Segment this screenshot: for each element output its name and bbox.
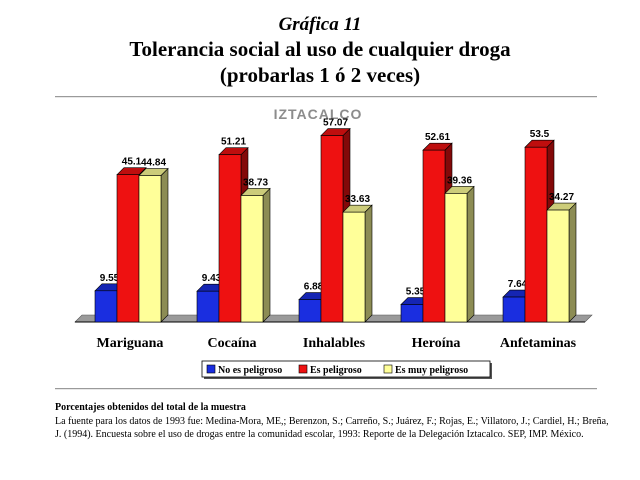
bar-side	[160, 167, 169, 323]
data-label: 44.84	[141, 158, 166, 169]
category-label: Anfetaminas	[500, 336, 577, 351]
chart-heading: Gráfica 11 Tolerancia social al uso de c…	[0, 14, 640, 88]
source-note-heading: Porcentajes obtenidos del total de la mu…	[55, 402, 246, 413]
legend-label: No es peligroso	[218, 365, 282, 376]
bar	[524, 146, 548, 323]
bar	[196, 290, 220, 323]
legend-swatch	[298, 364, 308, 374]
bar	[320, 135, 344, 323]
category-label: Heroína	[412, 336, 461, 351]
legend-label: Es peligroso	[310, 365, 362, 376]
bar	[444, 193, 468, 323]
data-label: 52.61	[425, 132, 450, 143]
bar-side	[364, 204, 373, 323]
data-label: 57.07	[323, 118, 348, 129]
data-label: 6.88	[304, 282, 324, 293]
chart-title-line-2: (probarlas 1 ó 2 veces)	[219, 63, 421, 87]
bar	[342, 211, 366, 323]
bar	[502, 296, 526, 323]
legend-box	[201, 360, 491, 378]
bar	[400, 304, 424, 323]
data-label: 9.55	[100, 273, 120, 284]
top-divider	[55, 96, 597, 98]
bar	[422, 149, 446, 323]
data-label: 39.36	[447, 175, 472, 186]
bar	[546, 209, 570, 323]
category-label: Cocaína	[208, 336, 257, 351]
bar-side	[568, 202, 577, 323]
bar	[138, 175, 162, 323]
bar-side	[262, 187, 271, 323]
data-label: 34.27	[549, 192, 574, 203]
data-label: 53.5	[530, 129, 550, 140]
bar	[94, 290, 118, 323]
bar	[218, 154, 242, 323]
chart-title-line-1: Tolerancia social al uso de cualquier dr…	[129, 37, 511, 61]
chart-subtitle: IZTACALCO	[274, 106, 363, 122]
figure-number: Gráfica 11	[278, 14, 362, 35]
data-label: 33.63	[345, 194, 370, 205]
category-label: Inhalables	[303, 336, 366, 351]
data-label: 9.43	[202, 273, 222, 284]
bar	[298, 299, 322, 323]
legend-swatch	[206, 364, 216, 374]
source-note: Porcentajes obtenidos del total de la mu…	[55, 401, 615, 441]
category-label: Mariguana	[97, 336, 164, 351]
source-note-body: La fuente para los datos de 1993 fue: Me…	[55, 416, 609, 440]
data-label: 38.73	[243, 177, 268, 188]
data-label: 5.35	[406, 287, 426, 298]
bottom-divider	[55, 388, 597, 390]
bar	[240, 195, 264, 323]
data-label: 7.64	[508, 279, 528, 290]
legend-label: Es muy peligroso	[395, 365, 468, 376]
data-label: 51.21	[221, 137, 246, 148]
data-label: 45.1	[122, 157, 142, 168]
bar	[116, 174, 140, 323]
legend-swatch	[383, 364, 393, 374]
bar-side	[466, 185, 475, 323]
